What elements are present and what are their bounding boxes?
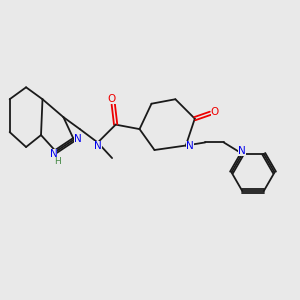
Text: N: N — [94, 141, 102, 151]
Text: N: N — [186, 141, 194, 152]
Text: O: O — [108, 94, 116, 104]
Text: O: O — [211, 107, 219, 117]
Text: N: N — [238, 146, 245, 156]
Text: N: N — [74, 134, 82, 144]
Text: H: H — [54, 157, 61, 166]
Text: N: N — [50, 149, 57, 160]
